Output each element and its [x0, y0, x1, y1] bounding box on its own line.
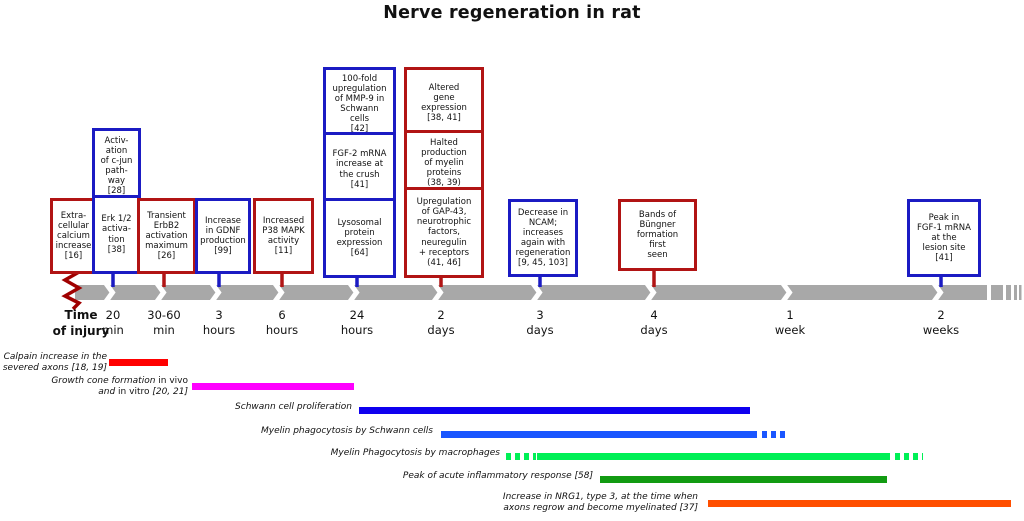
nrg1-increase-bar-label: Increase in NRG1, type 3, at the time wh… [502, 492, 698, 514]
tick-20min: 20 min [102, 308, 124, 337]
event-box-text: Bands of Büngner formation first seen [636, 209, 679, 261]
event-box-text: Upregulation of GAP-43, neurotrophic fac… [416, 197, 472, 268]
event-box-bands-of-bungner: Bands of Büngner formation first seen [618, 199, 697, 271]
event-box-text: Halted production of myelin proteins (38… [421, 137, 467, 189]
growth-cone-bar [192, 383, 354, 390]
calpain-bar [109, 359, 168, 366]
schwann-proliferation-bar [359, 407, 750, 414]
tick-4days: 4 days [640, 308, 668, 337]
event-box-halted-myelin: Halted production of myelin proteins (38… [404, 130, 484, 196]
tick-24hours: 24 hours [340, 308, 374, 337]
myelin-phagocytosis-macrophages-bar [537, 453, 890, 460]
event-box-text: Increase in GDNF production [99] [200, 215, 246, 257]
diagram-title: Nerve regeneration in rat [383, 3, 641, 23]
event-box-text: Decrease in NCAM; increases again with r… [515, 207, 571, 269]
timeline-fade-dashes [991, 285, 1022, 300]
timeline-bar [75, 285, 987, 300]
event-box-fgf2-mrna: FGF-2 mRNA increase at the crush [41] [323, 132, 396, 207]
event-box-text: Transient ErbB2 activation maximum [26] [145, 210, 188, 262]
growth-cone-bar-label: Growth cone formation in vivo and in vitr… [51, 376, 188, 398]
event-box-text: 100-fold upregulation of MMP-9 in Schwan… [332, 73, 387, 135]
inflammatory-response-bar-label: Peak of acute inflammatory response [58] [402, 471, 593, 481]
tick-6hours: 6 hours [265, 308, 299, 337]
myelin-phagocytosis-schwann-bar [441, 431, 757, 438]
event-box-erbb2-activation: Transient ErbB2 activation maximum [26] [137, 198, 196, 274]
event-box-text: Erk 1/2 activa- tion [38] [101, 214, 132, 255]
event-box-text: Peak in FGF-1 mRNA at the lesion site [4… [917, 212, 971, 264]
event-box-gap43-upregulation: Upregulation of GAP-43, neurotrophic fac… [404, 187, 484, 278]
schwann-proliferation-bar-label: Schwann cell proliferation [235, 402, 352, 412]
event-box-text: Extra- cellular calcium increase [16] [55, 210, 92, 262]
myelin-phagocytosis-macrophages-bar-leading-dashes [506, 453, 536, 460]
tick-3days: 3 days [526, 308, 554, 337]
event-box-ncam-decrease: Decrease in NCAM; increases again with r… [508, 199, 578, 277]
myelin-phagocytosis-schwann-bar-dashes [762, 431, 788, 438]
event-box-text: FGF-2 mRNA increase at the crush [41] [332, 149, 387, 190]
time-of-injury-label: Time of injury [52, 308, 110, 338]
event-box-lysosomal-protein: Lysosomal protein expression [64] [323, 198, 396, 278]
myelin-phagocytosis-schwann-bar-label: Myelin phagocytosis by Schwann cells [261, 426, 433, 436]
tick-30-60min: 30-60 min [147, 308, 181, 337]
tick-2weeks: 2 weeks [922, 308, 960, 337]
tick-2days: 2 days [427, 308, 455, 337]
timeline-chevrons [103, 282, 944, 303]
tick-3hours: 3 hours [202, 308, 236, 337]
nrg1-increase-bar [708, 500, 1011, 507]
myelin-phagocytosis-macrophages-bar-label: Myelin Phagocytosis by macrophages [330, 448, 500, 458]
event-box-text: Altered gene expression [38, 41] [421, 82, 467, 124]
tick-1week: 1 week [774, 308, 806, 337]
myelin-phagocytosis-macrophages-bar-trailing-dashes [895, 453, 923, 460]
calpain-bar-label: Calpain increase in the severed axons [1… [2, 352, 107, 374]
inflammatory-response-bar [600, 476, 887, 483]
event-box-mmp9-upregulation: 100-fold upregulation of MMP-9 in Schwan… [323, 67, 396, 141]
event-box-cjun-activation: Activ- ation of c-jun path- way [28] [92, 128, 141, 204]
event-box-altered-gene: Altered gene expression [38, 41] [404, 67, 484, 139]
event-box-calcium-increase: Extra- cellular calcium increase [16] [50, 198, 97, 274]
event-box-text: Increased P38 MAPK activity [11] [262, 215, 305, 257]
event-box-text: Lysosomal protein expression [64] [336, 217, 383, 259]
event-box-erk-activation: Erk 1/2 activa- tion [38] [92, 195, 141, 274]
event-box-fgf1-peak: Peak in FGF-1 mRNA at the lesion site [4… [907, 199, 981, 277]
event-box-gdnf-production: Increase in GDNF production [99] [195, 198, 251, 274]
event-box-text: Activ- ation of c-jun path- way [28] [100, 135, 133, 197]
event-box-p38-mapk: Increased P38 MAPK activity [11] [253, 198, 314, 274]
